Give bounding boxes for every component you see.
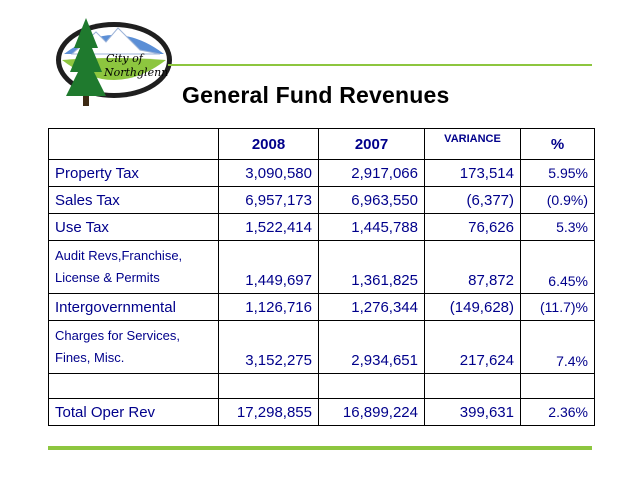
- table-row: Property Tax 3,090,580 2,917,066 173,514…: [48, 159, 595, 187]
- cell-variance: 173,514: [424, 159, 521, 187]
- row-label: Intergovernmental: [48, 293, 219, 321]
- row-label-line2: License & Permits: [55, 270, 160, 285]
- header-cell-pct: %: [520, 128, 595, 160]
- logo-text-line2: Northglenn: [103, 66, 168, 79]
- logo-text-line1: City of: [106, 52, 145, 65]
- cell-pct: (11.7)%: [520, 293, 595, 321]
- cell-2008: [218, 373, 319, 399]
- row-label: Sales Tax: [48, 186, 219, 214]
- cell-2008: 17,298,855: [218, 398, 319, 426]
- cell-2007: 1,276,344: [318, 293, 425, 321]
- header-cell-label: [48, 128, 219, 160]
- cell-pct: 5.3%: [520, 213, 595, 241]
- cell-pct: (0.9%): [520, 186, 595, 214]
- row-label: [48, 373, 219, 399]
- cell-variance: (6,377): [424, 186, 521, 214]
- cell-2007: 6,963,550: [318, 186, 425, 214]
- cell-2008: 1,522,414: [218, 213, 319, 241]
- table-row: Use Tax 1,522,414 1,445,788 76,626 5.3%: [48, 213, 595, 241]
- cell-2007: [318, 373, 425, 399]
- cell-pct: 7.4%: [520, 320, 595, 374]
- table-row-total: Total Oper Rev 17,298,855 16,899,224 399…: [48, 398, 595, 426]
- cell-pct: 6.45%: [520, 240, 595, 294]
- table-row: Audit Revs,Franchise, License & Permits …: [48, 240, 595, 294]
- cell-variance: [424, 373, 521, 399]
- cell-2008: 3,090,580: [218, 159, 319, 187]
- table-header-row: 2008 2007 VARIANCE %: [48, 128, 595, 160]
- cell-2008: 3,152,275: [218, 320, 319, 374]
- cell-variance: 87,872: [424, 240, 521, 294]
- table-row-blank: [48, 373, 595, 399]
- cell-2007: 16,899,224: [318, 398, 425, 426]
- header-cell-variance: VARIANCE: [424, 128, 521, 160]
- row-label: Property Tax: [48, 159, 219, 187]
- row-label-line1: Audit Revs,Franchise,: [55, 248, 183, 263]
- cell-2007: 2,917,066: [318, 159, 425, 187]
- row-label: Charges for Services, Fines, Misc.: [48, 320, 219, 374]
- cell-2008: 1,126,716: [218, 293, 319, 321]
- cell-2008: 6,957,173: [218, 186, 319, 214]
- header-cell-2008: 2008: [218, 128, 319, 160]
- city-logo: City of Northglenn: [56, 18, 172, 106]
- table-row: Sales Tax 6,957,173 6,963,550 (6,377) (0…: [48, 186, 595, 214]
- header-cell-2007: 2007: [318, 128, 425, 160]
- cell-2007: 1,445,788: [318, 213, 425, 241]
- footer-rule: [48, 446, 592, 450]
- pine-tree-icon: [66, 18, 106, 106]
- cell-pct: 2.36%: [520, 398, 595, 426]
- cell-2008: 1,449,697: [218, 240, 319, 294]
- revenue-table: 2008 2007 VARIANCE % Property Tax 3,090,…: [48, 128, 595, 426]
- row-label-line1: Charges for Services,: [55, 328, 180, 343]
- cell-variance: 217,624: [424, 320, 521, 374]
- row-label-line2: Fines, Misc.: [55, 350, 125, 365]
- page-title: General Fund Revenues: [182, 82, 450, 108]
- header-rule: [168, 64, 592, 66]
- cell-variance: 399,631: [424, 398, 521, 426]
- cell-pct: [520, 373, 595, 399]
- row-label: Total Oper Rev: [48, 398, 219, 426]
- row-label: Use Tax: [48, 213, 219, 241]
- cell-variance: (149,628): [424, 293, 521, 321]
- cell-2007: 1,361,825: [318, 240, 425, 294]
- cell-variance: 76,626: [424, 213, 521, 241]
- table-row: Intergovernmental 1,126,716 1,276,344 (1…: [48, 293, 595, 321]
- table-row: Charges for Services, Fines, Misc. 3,152…: [48, 320, 595, 374]
- row-label: Audit Revs,Franchise, License & Permits: [48, 240, 219, 294]
- cell-pct: 5.95%: [520, 159, 595, 187]
- cell-2007: 2,934,651: [318, 320, 425, 374]
